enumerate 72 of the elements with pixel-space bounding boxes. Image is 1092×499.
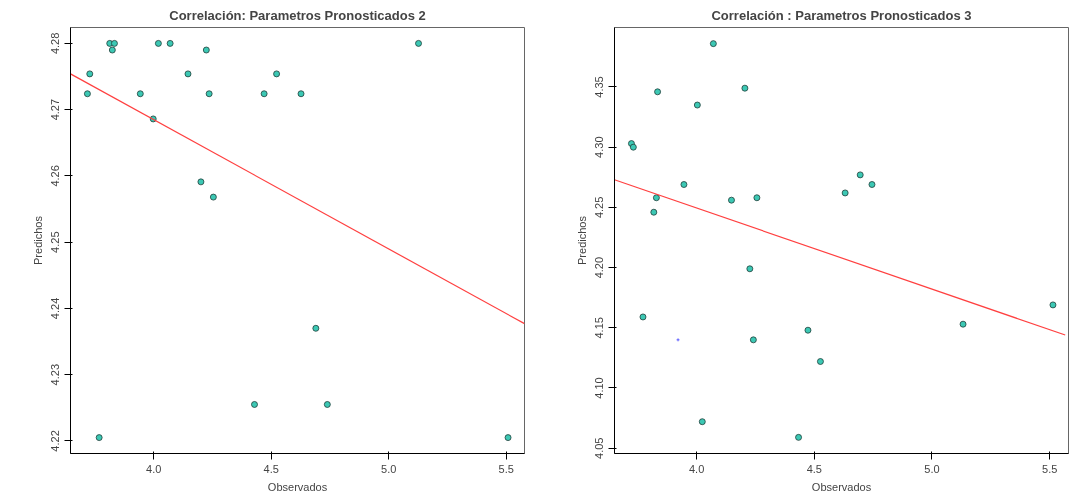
x-tick-label: 4.0	[688, 462, 705, 475]
point	[680, 181, 688, 188]
point	[202, 46, 210, 54]
x-tick-label: 4.5	[806, 462, 822, 475]
point	[746, 265, 754, 273]
point	[709, 40, 717, 48]
point	[728, 196, 735, 204]
y-tick-label: 4.24	[49, 297, 62, 320]
x-axis-title: Observados	[267, 480, 328, 493]
point	[868, 181, 876, 188]
point	[415, 40, 422, 47]
point	[693, 101, 701, 109]
point	[205, 90, 213, 98]
y-tick-label: 4.05	[593, 437, 606, 459]
y-tick-label: 4.27	[49, 98, 62, 121]
y-tick-label: 4.25	[49, 231, 62, 253]
point	[108, 46, 116, 54]
y-tick-label: 4.30	[593, 136, 606, 158]
x-tick-label: 5.0	[924, 462, 940, 475]
point	[959, 320, 967, 328]
y-tick-label: 4.15	[593, 317, 606, 339]
x-tick-label: 5.5	[498, 462, 514, 475]
point	[650, 208, 658, 216]
point	[698, 418, 706, 426]
y-tick-label: 4.10	[593, 377, 606, 399]
y-tick-label: 4.26	[49, 165, 62, 187]
point	[323, 401, 331, 408]
point	[297, 90, 305, 98]
point	[209, 193, 217, 201]
point	[629, 143, 637, 151]
chart-title: Correlación : Parametros Pronosticados 3	[711, 7, 972, 23]
y-tick-label: 4.35	[593, 76, 606, 98]
y-axis-title: Predichos	[575, 215, 588, 265]
x-axis-title: Observados	[811, 480, 872, 493]
point	[273, 70, 280, 78]
point	[251, 401, 258, 408]
chart-title: Correlación: Parametros Pronosticados 2	[169, 7, 426, 23]
point	[654, 88, 661, 96]
point	[676, 337, 680, 342]
point	[841, 189, 849, 197]
y-tick-label: 4.28	[49, 32, 62, 55]
point	[312, 324, 320, 332]
point	[184, 70, 192, 78]
x-tick-label: 4.5	[263, 462, 279, 475]
y-axis-title: Predichos	[31, 215, 44, 265]
y-tick-label: 4.22	[49, 430, 62, 452]
point	[197, 178, 205, 186]
point	[111, 40, 118, 47]
point	[817, 358, 824, 365]
point	[639, 313, 647, 321]
point	[136, 90, 144, 98]
point	[166, 40, 174, 47]
point	[504, 434, 512, 441]
point	[856, 171, 864, 179]
point	[154, 40, 162, 47]
point	[260, 90, 268, 98]
point	[86, 70, 94, 78]
x-tick-label: 5.5	[1042, 462, 1058, 475]
point	[753, 194, 761, 202]
x-tick-label: 4.0	[146, 462, 162, 475]
point	[95, 434, 103, 441]
point	[741, 84, 749, 92]
x-tick-label: 5.0	[381, 462, 397, 475]
y-tick-label: 4.23	[49, 363, 62, 386]
point	[652, 194, 660, 202]
y-tick-label: 4.25	[593, 196, 606, 219]
point	[84, 90, 91, 98]
point	[795, 433, 802, 441]
point	[749, 336, 757, 344]
point	[1049, 301, 1057, 309]
point	[804, 326, 812, 334]
y-tick-label: 4.20	[593, 256, 606, 279]
